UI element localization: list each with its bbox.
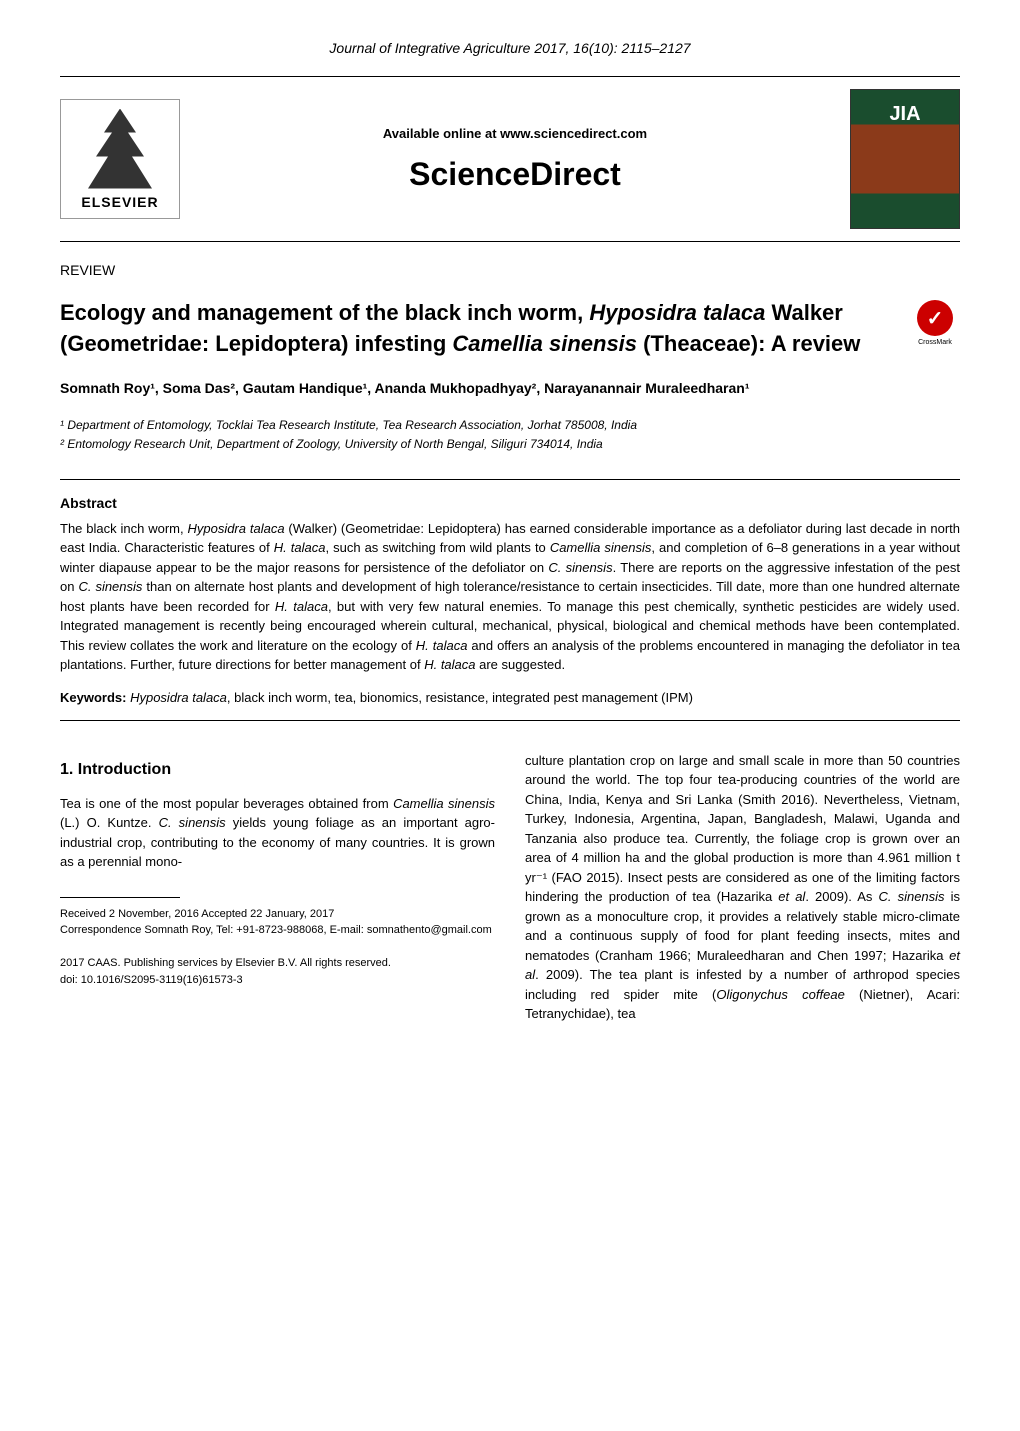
header-section: ELSEVIER Available online at www.science…	[60, 76, 960, 242]
abstract-species: H. talaca	[416, 638, 468, 653]
sciencedirect-logo: ScienceDirect	[180, 156, 850, 193]
authors-list: Somnath Roy¹, Soma Das², Gautam Handique…	[60, 380, 960, 396]
available-online-text: Available online at www.sciencedirect.co…	[180, 126, 850, 141]
crossmark-badge[interactable]: ✓ CrossMark	[910, 298, 960, 348]
body-species: C. sinensis	[879, 889, 945, 904]
footer-divider	[60, 897, 180, 898]
abstract-species: H. talaca	[275, 599, 328, 614]
abstract-species: Hyposidra talaca	[187, 521, 284, 536]
abstract-species: H. talaca	[424, 657, 475, 672]
title-text: Ecology and management of the black inch…	[60, 300, 589, 325]
keywords-label: Keywords:	[60, 690, 130, 705]
center-header: Available online at www.sciencedirect.co…	[180, 126, 850, 193]
footer-info: Received 2 November, 2016 Accepted 22 Ja…	[60, 906, 495, 989]
keywords: Keywords: Hyposidra talaca, black inch w…	[60, 690, 960, 705]
elsevier-logo: ELSEVIER	[60, 99, 180, 219]
jia-label: JIA	[889, 103, 920, 126]
body-part: (L.) O. Kuntze.	[60, 815, 159, 830]
received-date: Received 2 November, 2016 Accepted 22 Ja…	[60, 906, 495, 923]
affiliation-1: ¹ Department of Entomology, Tocklai Tea …	[60, 416, 960, 435]
body-text-right: culture plantation crop on large and sma…	[525, 751, 960, 1024]
abstract-species: Camellia sinensis	[550, 540, 652, 555]
crossmark-label: CrossMark	[918, 339, 952, 346]
body-text-left: Tea is one of the most popular beverages…	[60, 794, 495, 872]
affiliations: ¹ Department of Entomology, Tocklai Tea …	[60, 416, 960, 454]
abstract-section: Abstract The black inch worm, Hyposidra …	[60, 479, 960, 721]
title-species: Hyposidra talaca	[589, 300, 765, 325]
title-species: Camellia sinensis	[452, 331, 637, 356]
elsevier-tree-icon	[80, 109, 160, 189]
keywords-text: , black inch worm, tea, bionomics, resis…	[227, 690, 693, 705]
keywords-species: Hyposidra talaca	[130, 690, 227, 705]
correspondence: Correspondence Somnath Roy, Tel: +91-872…	[60, 922, 495, 939]
body-species: C. sinensis	[159, 815, 226, 830]
right-column: culture plantation crop on large and sma…	[525, 751, 960, 1024]
abstract-species: H. talaca	[274, 540, 326, 555]
body-part: Tea is one of the most popular beverages…	[60, 796, 393, 811]
abstract-part: are suggested.	[476, 657, 566, 672]
article-title: Ecology and management of the black inch…	[60, 298, 895, 360]
body-species: Camellia sinensis	[393, 796, 495, 811]
abstract-species: C. sinensis	[548, 560, 612, 575]
body-species: Oligonychus coffeae	[716, 987, 844, 1002]
elsevier-label: ELSEVIER	[81, 194, 158, 210]
body-part: . 2009). As	[805, 889, 878, 904]
section-heading: 1. Introduction	[60, 761, 495, 779]
abstract-text: The black inch worm, Hyposidra talaca (W…	[60, 519, 960, 675]
affiliation-2: ² Entomology Research Unit, Department o…	[60, 435, 960, 454]
journal-citation: Journal of Integrative Agriculture 2017,…	[60, 40, 960, 56]
body-part: culture plantation crop on large and sma…	[525, 753, 960, 905]
copyright: 2017 CAAS. Publishing services by Elsevi…	[60, 955, 495, 972]
abstract-part: The black inch worm,	[60, 521, 187, 536]
abstract-species: C. sinensis	[78, 579, 142, 594]
left-column: 1. Introduction Tea is one of the most p…	[60, 751, 495, 1024]
doi: doi: 10.1016/S2095-3119(16)61573-3	[60, 972, 495, 989]
crossmark-icon: ✓	[917, 300, 953, 336]
article-type-label: REVIEW	[60, 262, 960, 278]
content-columns: 1. Introduction Tea is one of the most p…	[60, 751, 960, 1024]
abstract-part: , such as switching from wild plants to	[325, 540, 549, 555]
title-section: Ecology and management of the black inch…	[60, 298, 960, 360]
body-species: et al	[778, 889, 805, 904]
abstract-label: Abstract	[60, 495, 960, 511]
journal-cover-thumbnail: JIA	[850, 89, 960, 229]
title-text: (Theaceae): A review	[637, 331, 860, 356]
